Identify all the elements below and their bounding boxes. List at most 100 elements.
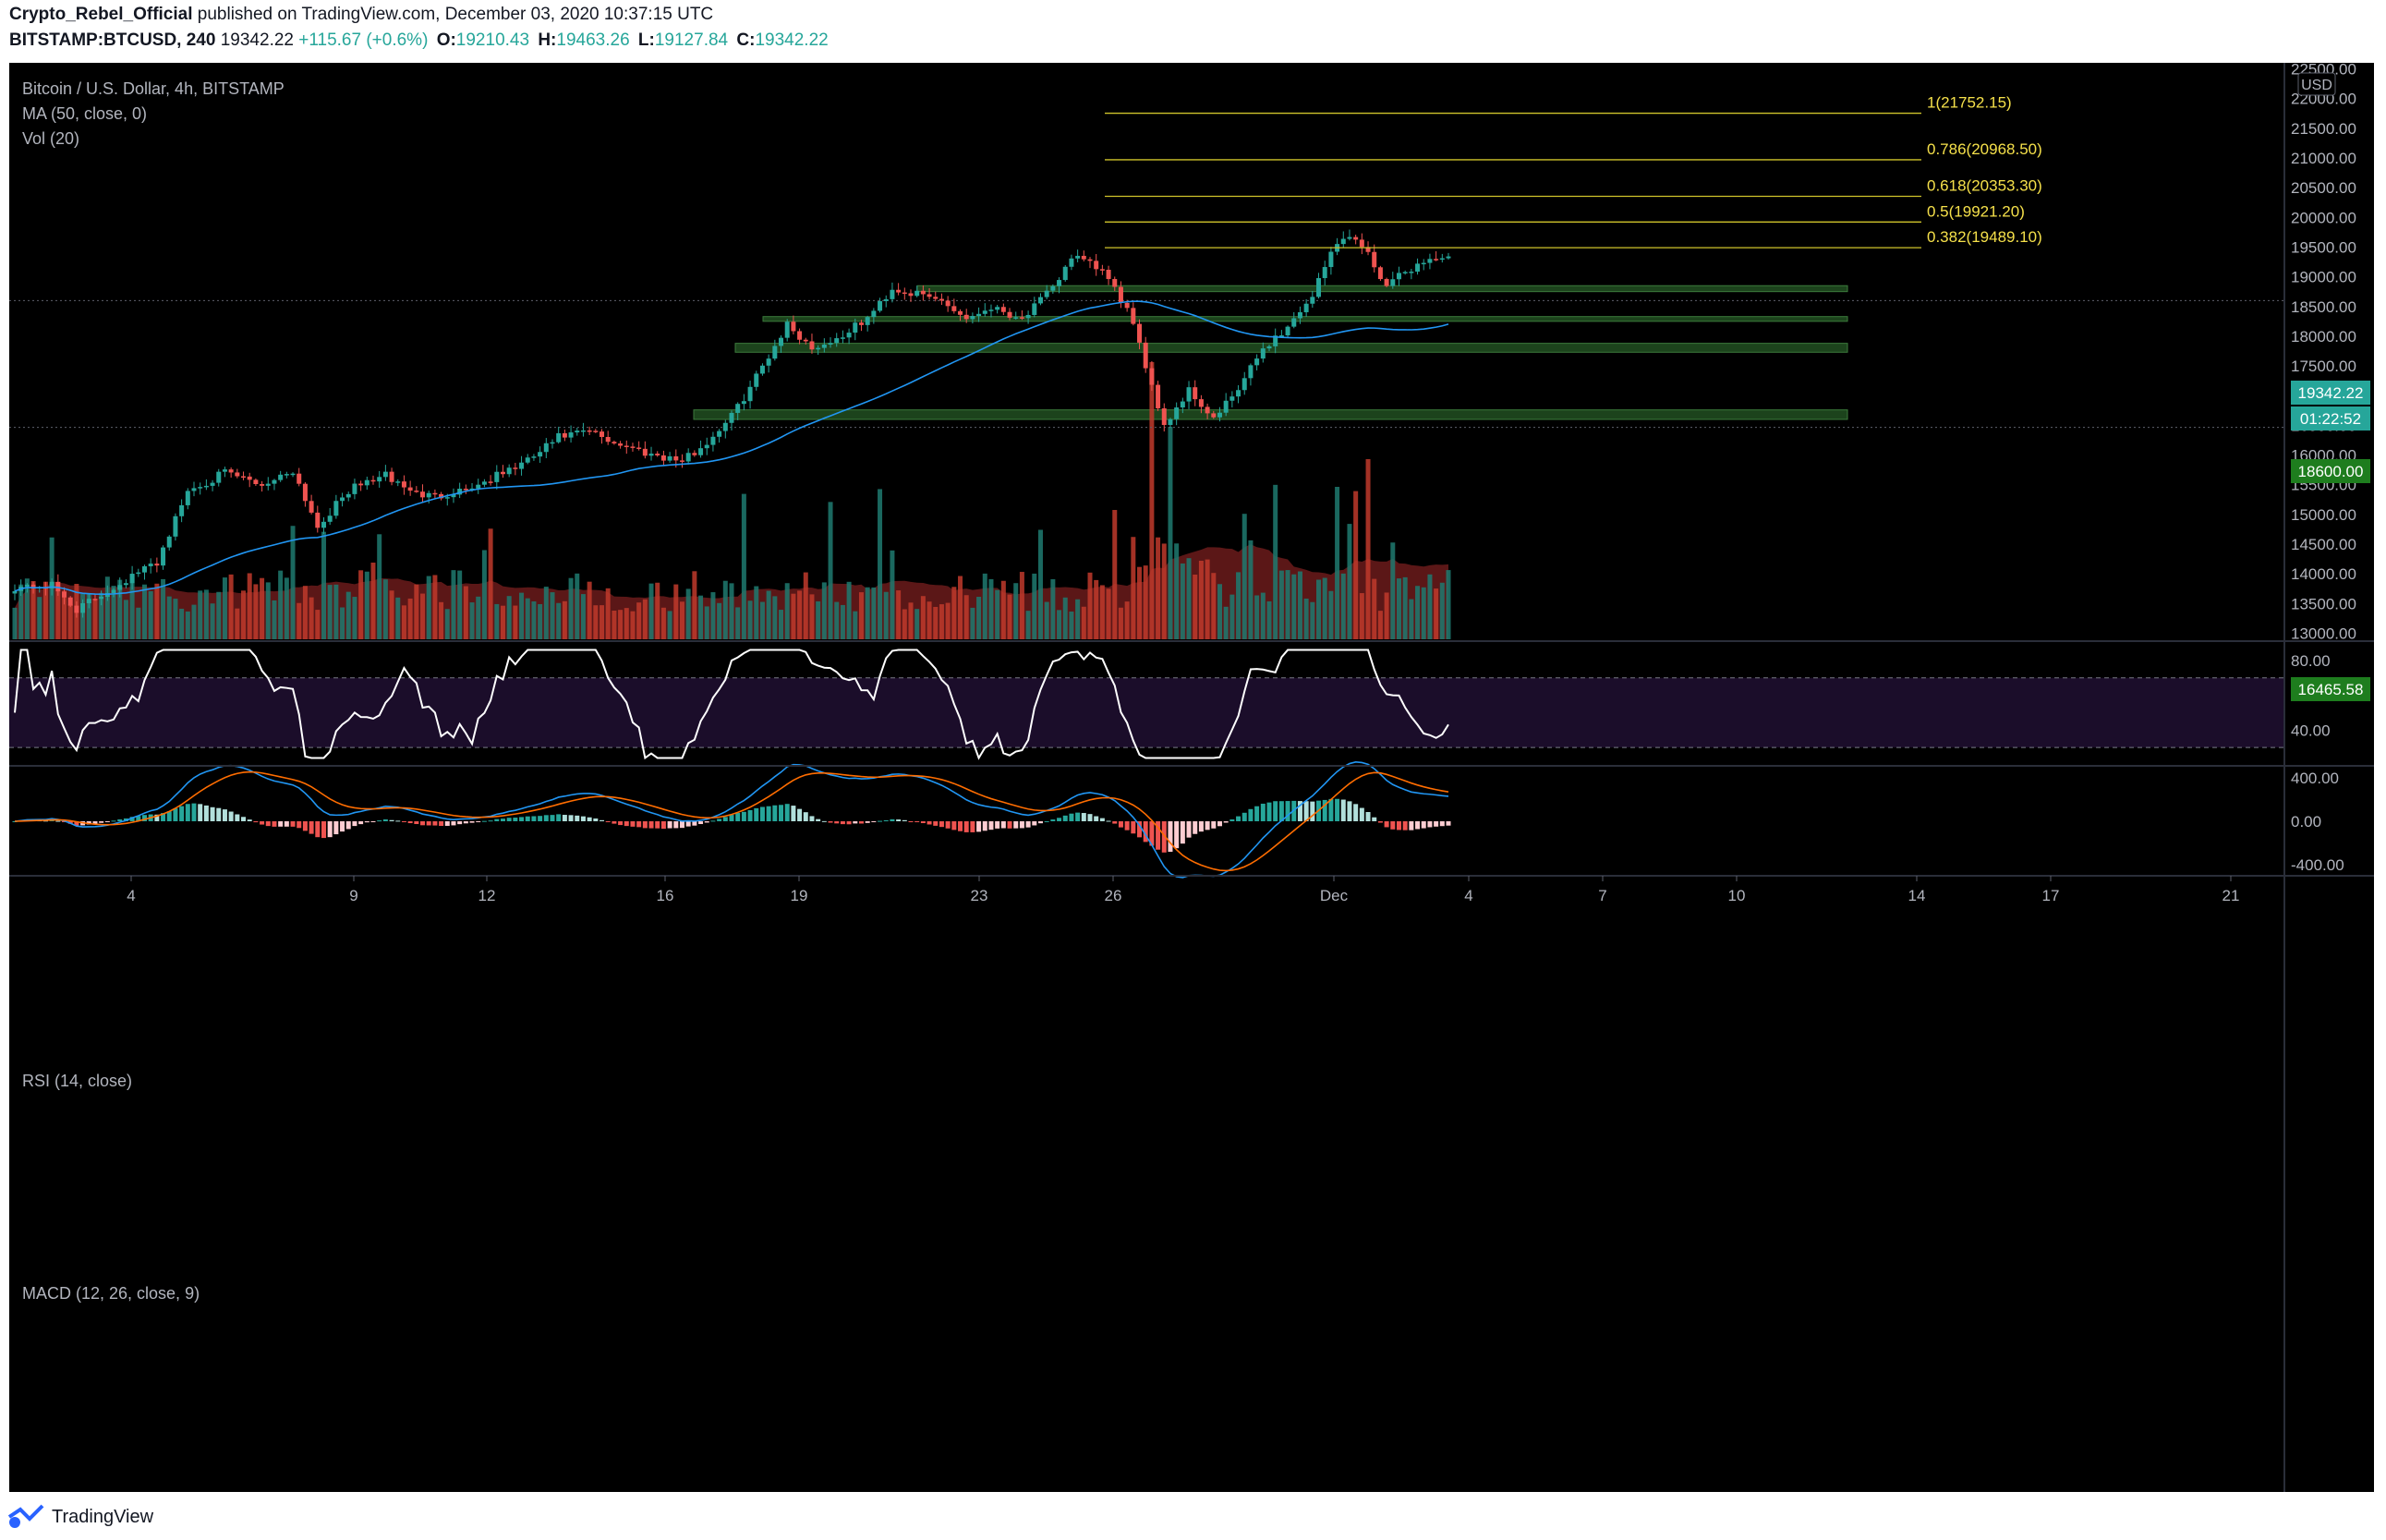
publish-text: published on TradingView.com, December 0… (192, 5, 714, 24)
candle-body (1106, 269, 1111, 280)
candle-body (655, 454, 660, 455)
macd-histogram-bar (513, 818, 518, 821)
macd-histogram-bar (784, 804, 790, 821)
volume-bar (982, 573, 987, 639)
volume-bar (1421, 587, 1426, 639)
footer-brand[interactable]: TradingView (52, 1506, 154, 1527)
macd-histogram-bar (704, 821, 709, 823)
candle-body (463, 489, 468, 491)
macd-histogram-bar (321, 821, 326, 839)
macd-histogram-bar (1137, 821, 1143, 838)
macd-histogram-bar (797, 808, 803, 821)
macd-histogram-bar (667, 821, 672, 829)
fib-level-label: 1(21752.15) (1927, 94, 2012, 112)
candle-body (216, 471, 222, 483)
candle-body (260, 484, 265, 486)
candle-body (722, 422, 728, 431)
candle-body (148, 564, 153, 566)
candle-body (1254, 358, 1260, 366)
volume-bar (235, 608, 240, 639)
volume-bar (902, 609, 907, 639)
volume-bar (568, 577, 574, 639)
volume-bar (228, 574, 234, 639)
volume-bar (816, 600, 821, 639)
candle-body (395, 481, 401, 483)
macd-histogram-bar (444, 821, 450, 826)
candle-body (729, 412, 734, 423)
macd-histogram-bar (963, 821, 969, 832)
volume-bar (203, 589, 209, 639)
candle-body (1075, 255, 1081, 259)
currency-box[interactable] (2297, 72, 2336, 96)
volume-bar (12, 607, 18, 639)
candle-body (1297, 311, 1302, 319)
volume-bar (1106, 588, 1111, 639)
candle-body (840, 337, 845, 339)
tradingview-logo-icon[interactable] (7, 1504, 44, 1530)
macd-histogram-bar (185, 804, 190, 821)
volume-bar (995, 589, 1000, 639)
macd-histogram-bar (698, 821, 704, 825)
volume-bar (1050, 578, 1056, 639)
macd-histogram-bar (575, 815, 580, 821)
candle-body (364, 479, 369, 486)
candle-body (883, 298, 889, 301)
candle-body (1409, 272, 1414, 273)
volume-bar (858, 592, 864, 639)
macd-histogram-bar (1081, 813, 1086, 821)
volume-bar (1099, 585, 1105, 639)
volume-bar (278, 570, 284, 639)
macd-histogram-bar (333, 821, 339, 835)
candle-body (834, 338, 840, 344)
volume-bar (710, 592, 716, 639)
macd-histogram-bar (62, 821, 67, 822)
candle-body (302, 483, 308, 502)
macd-histogram-bar (673, 821, 679, 829)
volume-bar (104, 576, 110, 639)
macd-histogram-bar (265, 821, 271, 827)
macd-histogram-bar (352, 821, 357, 827)
volume-bar (729, 583, 734, 639)
candle-body (166, 536, 172, 548)
level-high-badge (2291, 459, 2370, 483)
volume-bar (1409, 599, 1414, 639)
volume-bar (642, 599, 648, 639)
volume-bar (327, 585, 333, 639)
candle-body (62, 591, 67, 598)
candle-body (104, 593, 110, 598)
volume-bar (154, 583, 160, 639)
macd-histogram-bar (853, 821, 858, 824)
candle-body (92, 599, 98, 600)
macd-histogram-bar (1007, 821, 1012, 829)
candle-body (327, 515, 333, 522)
volume-bar (1427, 574, 1433, 639)
candle-body (1062, 266, 1068, 281)
candle-body (1446, 256, 1451, 259)
candle-body (1000, 307, 1006, 312)
candle-body (352, 483, 357, 494)
candle-body (803, 339, 808, 342)
candle-body (1365, 247, 1371, 252)
author-name[interactable]: Crypto_Rebel_Official (9, 5, 193, 24)
volume-bar (24, 578, 30, 639)
chart-svg[interactable]: 1(21752.15) 0.786(20968.50) 0.618(20353.30… (9, 60, 2374, 1492)
candle-body (185, 491, 190, 505)
macd-histogram-bar (401, 821, 406, 822)
macd-histogram-bar (451, 821, 456, 826)
macd-histogram-bar (241, 817, 247, 821)
candle-body (902, 292, 907, 295)
candle-body (784, 321, 790, 338)
volume-bar (198, 590, 203, 639)
volume-bar (538, 603, 543, 639)
publish-header: Crypto_Rebel_Official published on Tradi… (9, 2, 2374, 54)
candle-body (173, 515, 178, 537)
candle-body (797, 331, 803, 340)
chart-container[interactable]: 1(21752.15) 0.786(20968.50) 0.618(20353.30… (9, 60, 2374, 1492)
macd-histogram-bar (290, 821, 296, 827)
candle-body (704, 444, 709, 449)
macd-histogram-bar (1347, 801, 1352, 821)
macd-histogram-bar (630, 821, 636, 827)
candle-body (488, 481, 493, 483)
macd-histogram-bar (1322, 799, 1327, 821)
macd-histogram-bar (1297, 801, 1302, 821)
